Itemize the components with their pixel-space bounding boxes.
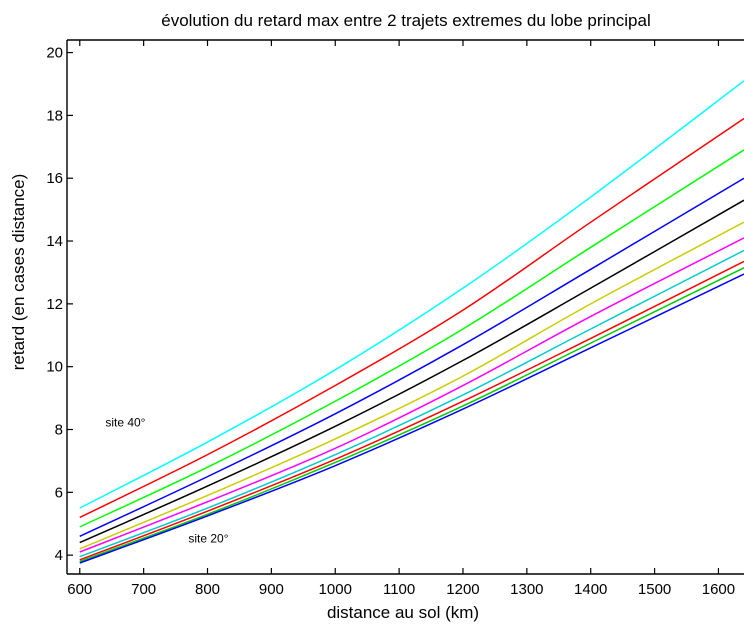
series-line-1	[79, 80, 744, 509]
chart-title: évolution du retard max entre 2 trajets …	[161, 11, 650, 30]
series-layer	[79, 80, 744, 564]
x-tick-label: 800	[195, 581, 220, 598]
annotation-layer: site 40° site 20°	[105, 415, 228, 545]
annotation-1: site 40°	[105, 415, 145, 429]
series-line-7	[79, 237, 744, 553]
y-tick-label: 16	[46, 170, 63, 187]
x-tick-label: 600	[67, 581, 92, 598]
series-line-10	[79, 267, 744, 563]
y-tick-label: 10	[46, 359, 63, 376]
y-tick-label: 18	[46, 107, 63, 124]
x-axis-label: distance au sol (km)	[327, 603, 479, 622]
y-tick-label: 20	[46, 45, 63, 62]
series-line-2	[79, 117, 744, 519]
x-tick-label: 700	[131, 581, 156, 598]
x-tick-label: 1200	[446, 581, 479, 598]
x-tick-label: 900	[259, 581, 284, 598]
y-tick-label: 12	[46, 296, 63, 313]
y-tick-label: 4	[55, 547, 63, 564]
y-tick-label: 8	[55, 422, 63, 439]
y-axis-label: retard (en cases distance)	[9, 174, 28, 371]
plot-frame	[66, 39, 744, 575]
series-line-11	[79, 273, 744, 564]
y-tick-label: 6	[55, 484, 63, 501]
x-tick-label: 1100	[383, 581, 415, 598]
series-line-9	[79, 260, 744, 561]
y-tick-label: 14	[46, 233, 63, 250]
x-tick-label: 1000	[319, 581, 352, 598]
x-tick-label: 1400	[574, 581, 607, 598]
series-line-3	[79, 149, 744, 528]
x-tick-label: 1300	[510, 581, 543, 598]
x-tick-label: 1600	[702, 581, 735, 598]
tick-layer: 600 700 800 900 1000 1100 1200 1300 1400 1500 1600…	[46, 40, 735, 598]
annotation-2: site 20°	[188, 532, 228, 546]
series-line-6	[79, 221, 744, 550]
series-line-8	[79, 249, 744, 558]
series-line-5	[79, 199, 744, 544]
series-line-4	[79, 177, 744, 537]
x-tick-label: 1500	[638, 581, 671, 598]
